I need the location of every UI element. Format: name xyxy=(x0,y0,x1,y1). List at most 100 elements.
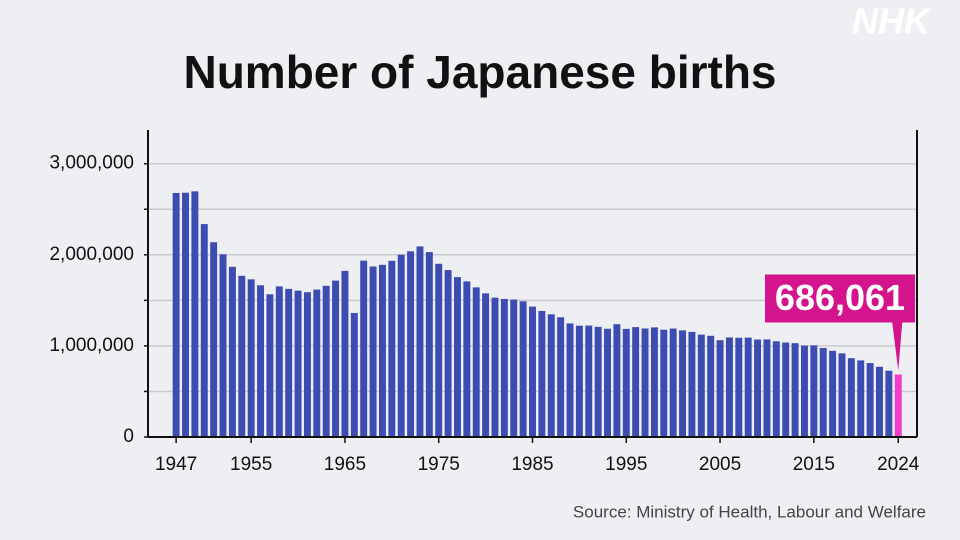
bar xyxy=(454,277,461,437)
bar xyxy=(782,342,790,437)
bar xyxy=(500,298,508,437)
chart-title: Number of Japanese births xyxy=(183,46,776,98)
bar xyxy=(791,343,799,437)
bar xyxy=(491,297,499,437)
bar xyxy=(444,270,452,437)
bar xyxy=(707,335,715,437)
bar xyxy=(294,290,302,437)
bar xyxy=(425,252,433,437)
x-tick-label: 1975 xyxy=(418,454,460,475)
bar xyxy=(257,285,265,437)
bar xyxy=(341,270,349,437)
bar xyxy=(566,323,574,437)
bar xyxy=(463,281,471,437)
x-tick-label: 2005 xyxy=(699,454,741,475)
bar xyxy=(772,341,780,437)
bar xyxy=(585,325,593,437)
bar xyxy=(660,329,668,437)
bar xyxy=(819,347,827,437)
value-label: 686,061 xyxy=(775,277,905,318)
bar xyxy=(416,246,424,437)
x-tick-label: 2024 xyxy=(877,454,920,475)
bar xyxy=(407,251,415,437)
bar xyxy=(838,353,846,437)
x-tick-label: 1965 xyxy=(324,454,366,475)
bar xyxy=(369,266,377,437)
bar xyxy=(482,293,490,437)
bar xyxy=(679,330,687,437)
bar xyxy=(744,337,752,437)
bar xyxy=(303,292,311,437)
bar xyxy=(716,340,724,437)
bar xyxy=(810,345,818,437)
bar xyxy=(575,325,583,437)
bar xyxy=(322,285,330,437)
bar xyxy=(247,279,255,437)
label-box xyxy=(765,274,915,323)
bar xyxy=(725,337,733,437)
bar xyxy=(200,224,208,437)
y-tick-label: 2,000,000 xyxy=(49,244,134,265)
bar xyxy=(313,289,321,437)
bar xyxy=(172,192,180,437)
bar xyxy=(228,266,236,437)
bar xyxy=(650,327,658,437)
bar xyxy=(622,328,630,437)
bar xyxy=(763,339,771,437)
bar xyxy=(641,328,649,437)
bar xyxy=(219,254,227,437)
bar xyxy=(613,324,621,437)
bar xyxy=(800,345,808,437)
bar xyxy=(547,314,555,437)
logo: NHK xyxy=(852,1,933,42)
bar xyxy=(866,363,874,437)
bar xyxy=(632,327,640,437)
bar xyxy=(285,288,293,437)
bar xyxy=(847,358,855,437)
bar xyxy=(378,264,386,437)
x-tick-label: 2015 xyxy=(793,454,835,475)
bar xyxy=(857,360,865,437)
bar xyxy=(529,306,536,437)
bar xyxy=(350,313,358,437)
y-tick-label: 0 xyxy=(123,426,134,447)
bar xyxy=(885,370,893,437)
bar xyxy=(360,260,368,437)
label-pointer xyxy=(892,322,903,371)
bar xyxy=(697,334,705,437)
bar xyxy=(735,337,743,437)
x-tick-label: 1947 xyxy=(155,454,197,475)
bar xyxy=(688,331,696,437)
bar xyxy=(557,317,565,437)
bar xyxy=(191,191,199,437)
bar xyxy=(388,260,396,437)
bar xyxy=(876,366,883,437)
bar xyxy=(472,287,480,437)
x-tick-label: 1955 xyxy=(230,454,272,475)
bar xyxy=(538,311,546,437)
bar xyxy=(829,350,837,437)
x-tick-label: 1995 xyxy=(605,454,647,475)
bar xyxy=(238,275,246,437)
y-tick-label: 1,000,000 xyxy=(49,335,134,356)
bar xyxy=(332,280,340,437)
bar xyxy=(182,192,189,437)
bar xyxy=(397,254,405,437)
bar xyxy=(604,328,611,437)
bar xyxy=(669,328,677,437)
bar xyxy=(894,374,902,437)
bar xyxy=(275,286,283,437)
bar xyxy=(594,326,602,437)
y-tick-label: 3,000,000 xyxy=(49,153,134,174)
bar xyxy=(435,263,443,437)
source: Source: Ministry of Health, Labour and W… xyxy=(573,502,926,521)
bar xyxy=(754,339,762,437)
bar xyxy=(210,242,218,437)
bar xyxy=(510,299,518,437)
x-tick-label: 1985 xyxy=(511,454,553,475)
bar xyxy=(266,294,274,437)
bar xyxy=(519,301,527,437)
